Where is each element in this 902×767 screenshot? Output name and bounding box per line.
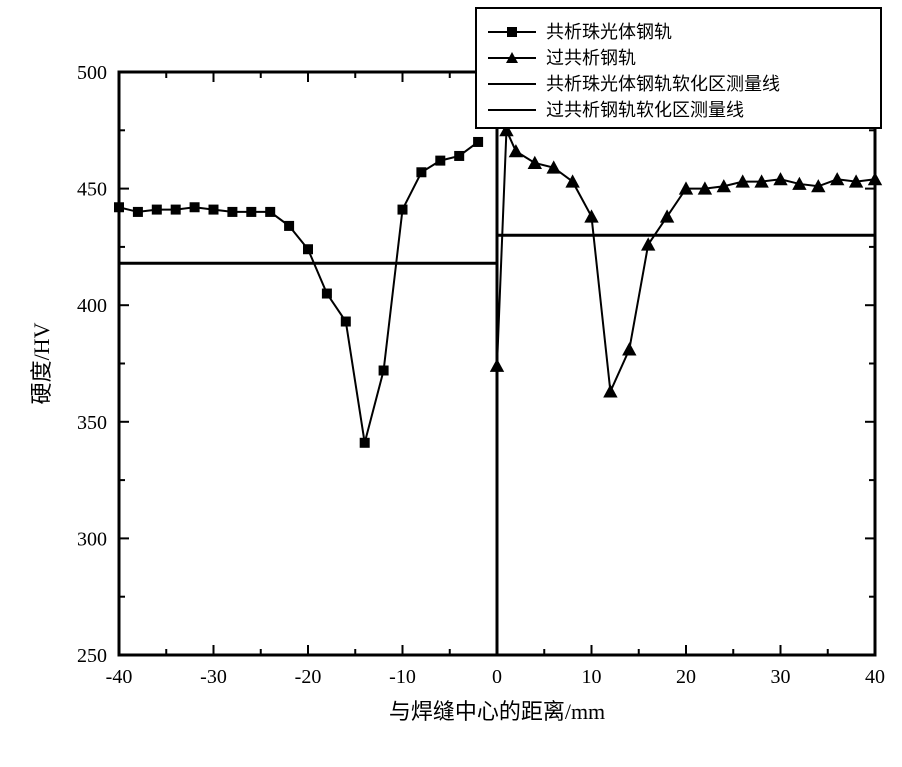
y-axis-label: 硬度/HV (29, 322, 54, 404)
square-marker (379, 365, 389, 375)
x-tick-label: 20 (676, 666, 696, 688)
triangle-marker (490, 359, 504, 372)
triangle-marker (868, 172, 882, 185)
y-tick-label: 400 (77, 295, 107, 317)
legend-label: 过共析钢轨软化区测量线 (546, 100, 744, 120)
square-marker (209, 205, 219, 215)
square-marker (284, 221, 294, 231)
triangle-marker (641, 237, 655, 250)
square-marker (171, 205, 181, 215)
y-tick-label: 250 (77, 645, 107, 667)
legend-label: 共析珠光体钢轨 (546, 22, 672, 42)
square-marker (303, 244, 313, 254)
square-marker (507, 27, 517, 37)
series (490, 123, 882, 397)
series-line (119, 142, 478, 443)
y-tick-label: 350 (77, 412, 107, 434)
triangle-marker (603, 384, 617, 397)
x-tick-label: -40 (106, 666, 133, 688)
square-marker (227, 207, 237, 217)
triangle-marker (622, 342, 636, 355)
square-marker (190, 202, 200, 212)
square-marker (416, 167, 426, 177)
square-marker (435, 156, 445, 166)
triangle-marker (830, 172, 844, 185)
x-tick-label: 0 (492, 666, 502, 688)
square-marker (246, 207, 256, 217)
square-marker (341, 317, 351, 327)
triangle-marker (509, 144, 523, 157)
triangle-marker (660, 209, 674, 222)
square-marker (133, 207, 143, 217)
square-marker (454, 151, 464, 161)
square-marker (360, 438, 370, 448)
square-marker (398, 205, 408, 215)
x-tick-label: -10 (389, 666, 416, 688)
triangle-marker (528, 156, 542, 169)
x-tick-label: -30 (200, 666, 227, 688)
x-axis-label: 与焊缝中心的距离/mm (389, 699, 605, 724)
triangle-marker (565, 174, 579, 187)
y-tick-label: 300 (77, 528, 107, 550)
square-marker (152, 205, 162, 215)
square-marker (265, 207, 275, 217)
legend-label: 共析珠光体钢轨软化区测量线 (546, 74, 780, 94)
x-tick-label: 10 (582, 666, 602, 688)
square-marker (322, 289, 332, 299)
x-tick-label: -20 (295, 666, 322, 688)
y-tick-label: 500 (77, 62, 107, 84)
y-tick-label: 450 (77, 179, 107, 201)
square-marker (473, 137, 483, 147)
legend-label: 过共析钢轨 (546, 48, 636, 68)
square-marker (114, 202, 124, 212)
triangle-marker (773, 172, 787, 185)
triangle-marker (584, 209, 598, 222)
x-tick-label: 30 (771, 666, 791, 688)
hardness-chart: -40 -30 -20 -10 0 10 20 30 40 250 300 350 400 450 500 与… (0, 0, 902, 767)
x-tick-label: 40 (865, 666, 885, 688)
series (114, 137, 483, 448)
